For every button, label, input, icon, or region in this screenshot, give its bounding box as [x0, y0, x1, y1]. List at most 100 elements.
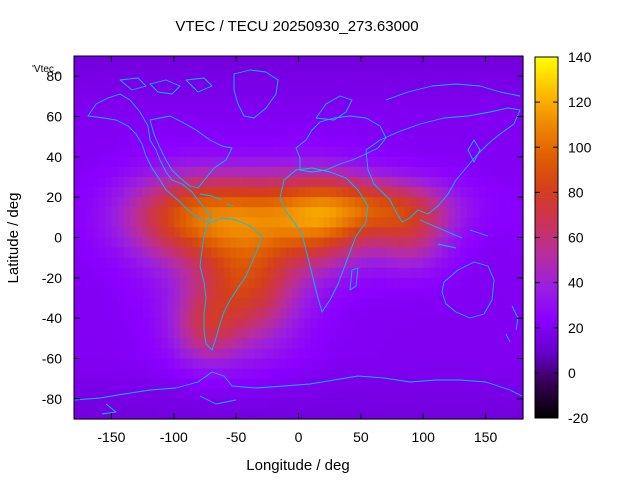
heatmap-cell: [454, 106, 462, 118]
heatmap-cell: [267, 156, 275, 168]
heatmap-cell: [98, 187, 106, 198]
heatmap-cell: [429, 388, 437, 400]
heatmap-cell: [92, 76, 100, 87]
heatmap-cell: [286, 277, 293, 289]
heatmap-cell: [473, 177, 480, 188]
heatmap-cell: [510, 166, 518, 178]
heatmap-cell: [516, 398, 524, 410]
heatmap-cell: [155, 277, 162, 289]
heatmap-cell: [98, 358, 106, 370]
heatmap-cell: [236, 166, 243, 178]
heatmap-cell: [410, 308, 418, 319]
heatmap-cell: [217, 146, 225, 158]
heatmap-cell: [348, 66, 356, 77]
heatmap-cell: [286, 207, 293, 218]
heatmap-cell: [342, 197, 349, 208]
heatmap-cell: [74, 388, 81, 400]
heatmap-cell: [329, 96, 337, 108]
heatmap-cell: [286, 257, 293, 269]
colorbar-tick-label: 60: [568, 230, 584, 246]
heatmap-cell: [273, 247, 281, 259]
heatmap-cell: [92, 348, 100, 360]
heatmap-cell: [423, 287, 431, 299]
heatmap-cell: [423, 116, 431, 128]
heatmap-cell: [292, 66, 300, 77]
heatmap-cell: [111, 66, 119, 77]
heatmap-cell: [236, 378, 243, 390]
heatmap-cell: [248, 298, 256, 309]
heatmap-cell: [379, 207, 387, 218]
heatmap-cell: [410, 126, 418, 138]
heatmap-cell: [80, 277, 88, 289]
heatmap-cell: [186, 136, 194, 148]
heatmap-cell: [204, 368, 212, 380]
heatmap-cell: [217, 187, 225, 198]
heatmap-cell: [323, 328, 331, 339]
heatmap-cell: [416, 368, 424, 380]
heatmap-cell: [180, 217, 187, 229]
heatmap-cell: [441, 166, 449, 178]
heatmap-cell: [204, 197, 212, 208]
heatmap-cell: [498, 408, 505, 420]
heatmap-cell: [354, 86, 362, 97]
heatmap-cell: [161, 227, 169, 239]
heatmap-cell: [510, 217, 518, 229]
heatmap-cell: [273, 237, 281, 249]
heatmap-cell: [485, 227, 493, 239]
heatmap-cell: [236, 96, 243, 108]
heatmap-cell: [304, 298, 312, 309]
heatmap-cell: [223, 116, 231, 128]
heatmap-cell: [80, 308, 88, 319]
heatmap-cell: [217, 277, 225, 289]
heatmap-cell: [223, 156, 231, 168]
heatmap-cell: [404, 66, 412, 77]
heatmap-cell: [92, 267, 100, 279]
heatmap-cell: [423, 237, 431, 249]
heatmap-cell: [105, 227, 113, 239]
heatmap-cell: [105, 76, 113, 87]
heatmap-cell: [148, 126, 156, 138]
heatmap-cell: [448, 348, 456, 360]
heatmap-cell: [485, 308, 493, 319]
heatmap-cell: [261, 287, 268, 299]
heatmap-cell: [323, 187, 331, 198]
heatmap-cell: [310, 348, 318, 360]
heatmap-cell: [180, 126, 187, 138]
heatmap-cell: [180, 187, 187, 198]
heatmap-cell: [454, 207, 462, 218]
heatmap-cell: [298, 338, 306, 350]
heatmap-cell: [173, 197, 181, 208]
heatmap-cell: [155, 378, 162, 390]
heatmap-cell: [180, 116, 187, 128]
heatmap-cell: [161, 348, 169, 360]
heatmap-cell: [354, 187, 362, 198]
heatmap-cell: [385, 156, 393, 168]
heatmap-cell: [385, 187, 393, 198]
heatmap-cell: [123, 207, 131, 218]
heatmap-cell: [229, 177, 237, 188]
heatmap-cell: [435, 166, 443, 178]
heatmap-cell: [161, 408, 169, 420]
heatmap-cell: [323, 348, 331, 360]
heatmap-cell: [217, 287, 225, 299]
heatmap-cell: [292, 388, 300, 400]
heatmap-cell: [242, 348, 250, 360]
heatmap-cell: [473, 378, 480, 390]
heatmap-cell: [460, 56, 468, 67]
heatmap-cell: [198, 217, 206, 229]
heatmap-cell: [130, 298, 137, 309]
heatmap-cell: [404, 106, 412, 118]
heatmap-cell: [410, 227, 418, 239]
heatmap-cell: [92, 287, 100, 299]
heatmap-cell: [360, 408, 368, 420]
heatmap-cell: [117, 177, 125, 188]
heatmap-cell: [248, 247, 256, 259]
heatmap-cell: [335, 308, 343, 319]
heatmap-cell: [223, 358, 231, 370]
heatmap-cell: [98, 106, 106, 118]
heatmap-cell: [335, 378, 343, 390]
heatmap-cell: [286, 116, 293, 128]
heatmap-cell: [335, 187, 343, 198]
heatmap-cell: [217, 76, 225, 87]
heatmap-cell: [242, 298, 250, 309]
